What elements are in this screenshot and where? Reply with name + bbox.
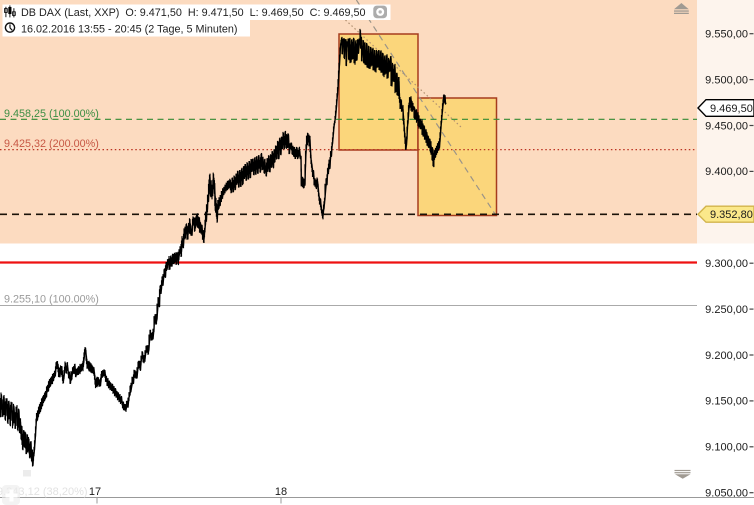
svg-text:9.500,00: 9.500,00 — [705, 74, 748, 86]
svg-text:9.450,00: 9.450,00 — [705, 120, 748, 132]
svg-text:9.352,80: 9.352,80 — [710, 209, 753, 221]
svg-text:9.458,25 (100.00%): 9.458,25 (100.00%) — [4, 108, 99, 120]
svg-text:DB DAX (Last, XXP) O: 9.471,5: DB DAX (Last, XXP) O: 9.471,50 H: 9.471,… — [21, 7, 366, 19]
svg-text:18: 18 — [275, 486, 287, 498]
svg-text:9.150,00: 9.150,00 — [705, 396, 748, 408]
svg-text:9.100,00: 9.100,00 — [705, 442, 748, 454]
svg-text:16.02.2016 13:55 - 20:45 (2 Ta: 16.02.2016 13:55 - 20:45 (2 Tage, 5 Minu… — [21, 23, 238, 35]
svg-text:9.469,50: 9.469,50 — [710, 103, 753, 115]
svg-text:9.255,10 (100.00%): 9.255,10 (100.00%) — [4, 294, 99, 306]
svg-text:9.400,00: 9.400,00 — [705, 166, 748, 178]
svg-text:9.550,00: 9.550,00 — [705, 29, 748, 41]
svg-text:9.300,00: 9.300,00 — [705, 258, 748, 270]
svg-text:9.050,00: 9.050,00 — [705, 488, 748, 500]
svg-text:9.243,12 (38,20%): 9.243,12 (38,20%) — [0, 486, 88, 498]
svg-text:9.200,00: 9.200,00 — [705, 350, 748, 362]
svg-text:9.425,32 (200.00%): 9.425,32 (200.00%) — [4, 138, 99, 150]
svg-text:9.250,00: 9.250,00 — [705, 304, 748, 316]
svg-text:17: 17 — [89, 486, 101, 498]
